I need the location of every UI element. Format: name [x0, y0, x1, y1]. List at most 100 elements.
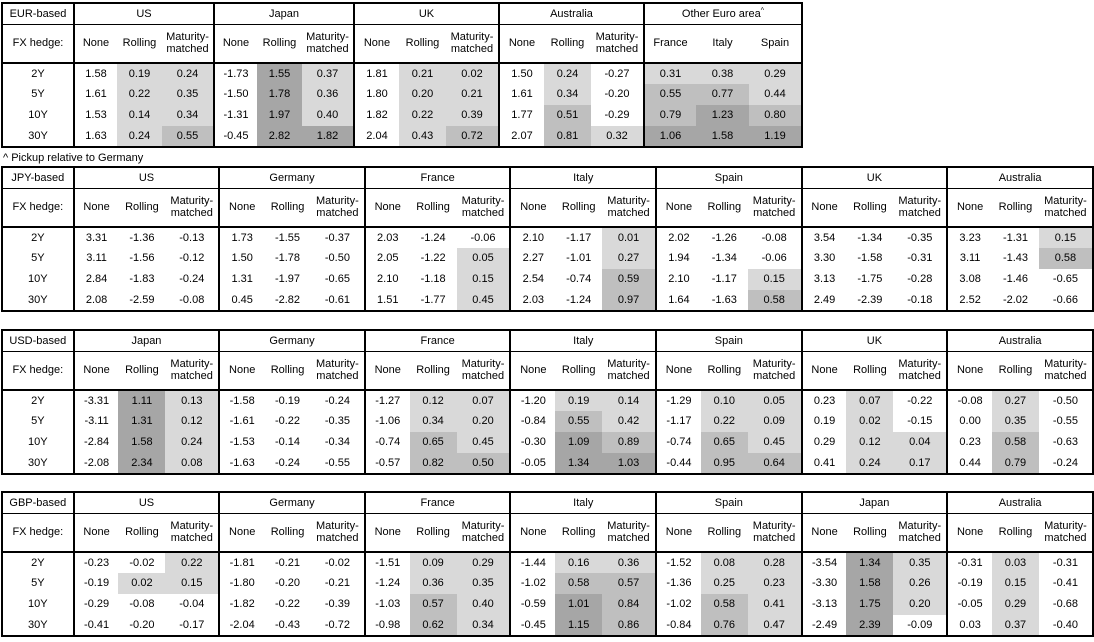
- value-cell: 0.24: [117, 126, 162, 147]
- value-cell: -1.58: [857, 252, 883, 265]
- data-row: 30Y -2.08 2.34 0.08 -1.63 -0.24 -0.55 -0.57 0.82…: [2, 453, 1093, 474]
- value-cell: -0.84: [509, 411, 556, 432]
- value-cell: -0.20: [274, 577, 301, 590]
- subheader-row: FX hedge: None Rolling Maturity-matched None…: [2, 188, 1093, 228]
- data-row: 5Y -0.19 0.02 0.15 -1.80 -0.20 -0.21 -1.24 0.36 0…: [2, 573, 1093, 594]
- value-cell: -1.26: [711, 231, 737, 244]
- subheader: Maturity-matched: [162, 24, 214, 64]
- value-cell: -0.08: [179, 293, 205, 306]
- subheader-row: FX hedge: None Rolling Maturity-matched None…: [2, 513, 1093, 553]
- value-cell: -1.24: [566, 293, 592, 306]
- value-cell: 0.55: [643, 84, 696, 105]
- value-cell: 0.03: [992, 552, 1039, 573]
- value-cell: 0.28: [747, 552, 802, 573]
- value-cell: 1.34: [555, 453, 603, 474]
- value-cell: 0.40: [302, 105, 354, 126]
- country-header: UK: [353, 3, 499, 25]
- fx-hedge-label: FX hedge:: [2, 188, 75, 228]
- value-cell: 0.27: [602, 248, 657, 269]
- value-cell: 0.07: [456, 390, 511, 411]
- subheader: Maturity-matched: [602, 351, 657, 391]
- subheader: None: [800, 188, 847, 228]
- country-header: Italy: [509, 492, 657, 514]
- value-cell: 0.00: [946, 411, 993, 432]
- value-cell: 0.35: [893, 552, 948, 573]
- value-cell: 2.34: [118, 453, 166, 474]
- value-cell: 3.11: [946, 248, 993, 269]
- value-cell: 0.12: [165, 411, 220, 432]
- subheader: Maturity-matched: [602, 188, 657, 228]
- country-header: Spain: [655, 492, 802, 514]
- footnote-marker: ^: [760, 6, 765, 14]
- subheader: None: [946, 188, 993, 228]
- value-cell: 3.23: [946, 227, 993, 248]
- value-cell: 0.45: [456, 290, 511, 311]
- value-cell: 0.84: [602, 594, 657, 615]
- subheader-row: FX hedge: None Rolling Maturity-matched None…: [2, 24, 802, 64]
- value-cell: 1.50: [218, 248, 265, 269]
- subheader: Maturity-matched: [602, 513, 657, 553]
- data-row: 2Y 3.31 -1.36 -0.13 1.73 -1.55 -0.37 2.03 -1.24 -…: [2, 227, 1093, 248]
- value-cell: -1.55: [274, 231, 301, 244]
- value-cell: 0.16: [555, 552, 603, 573]
- value-cell: 0.35: [456, 573, 511, 594]
- value-cell: -1.51: [363, 552, 410, 573]
- value-cell: 1.23: [696, 105, 749, 126]
- subheader: None: [498, 24, 544, 64]
- subheader: None: [363, 188, 410, 228]
- value-cell: 3.11: [72, 248, 119, 269]
- value-cell: 0.58: [992, 432, 1039, 453]
- value-cell: -0.09: [907, 618, 933, 631]
- subheader: Rolling: [118, 351, 166, 391]
- subheader: None: [655, 188, 701, 228]
- value-cell: -1.46: [1002, 273, 1029, 286]
- value-cell: -1.06: [363, 411, 410, 432]
- value-cell: 0.45: [747, 432, 802, 453]
- tenor-label: 5Y: [2, 84, 75, 105]
- subheader: None: [213, 24, 257, 64]
- value-cell: 1.58: [846, 573, 894, 594]
- value-cell: -0.72: [324, 618, 350, 631]
- subheader: Rolling: [264, 513, 311, 553]
- data-row: 5Y -3.11 1.31 0.12 -1.61 -0.22 -0.35 -1.06 0.34 0…: [2, 411, 1093, 432]
- value-cell: 0.97: [602, 290, 657, 311]
- subheader: Rolling: [846, 351, 894, 391]
- value-cell: 3.13: [800, 269, 847, 290]
- value-cell: -1.80: [218, 573, 265, 594]
- subheader: Italy: [696, 24, 749, 64]
- value-cell: -0.44: [655, 453, 701, 474]
- value-cell: 0.34: [409, 411, 457, 432]
- value-cell: 0.58: [1038, 248, 1093, 269]
- value-cell: 0.57: [409, 594, 457, 615]
- country-header: Italy: [509, 167, 657, 189]
- value-cell: -0.45: [213, 126, 257, 147]
- value-cell: 0.65: [700, 432, 748, 453]
- tenor-label: 10Y: [2, 594, 75, 615]
- value-cell: -0.35: [907, 231, 933, 244]
- value-cell: 1.94: [655, 248, 701, 269]
- country-header: Germany: [218, 492, 365, 514]
- country-header: UK: [800, 330, 948, 352]
- table-eur-based: EUR-based US Japan UK Australia Other Euro ar…: [1, 2, 803, 148]
- value-cell: 0.34: [456, 615, 511, 636]
- tenor-label: 2Y: [2, 390, 75, 411]
- country-header: Australia: [946, 167, 1093, 189]
- value-cell: 0.58: [700, 594, 748, 615]
- value-cell: -0.27: [604, 67, 630, 80]
- subheader: Maturity-matched: [165, 513, 220, 553]
- value-cell: 0.36: [602, 552, 657, 573]
- value-cell: -0.02: [129, 556, 155, 569]
- value-cell: 0.12: [846, 432, 894, 453]
- value-cell: 0.19: [800, 411, 847, 432]
- value-cell: 0.24: [162, 63, 214, 84]
- value-cell: 0.08: [165, 453, 220, 474]
- value-cell: -1.36: [655, 573, 701, 594]
- value-cell: 0.40: [456, 594, 511, 615]
- value-cell: 0.50: [456, 453, 511, 474]
- country-header: UK: [800, 167, 948, 189]
- value-cell: -0.20: [604, 88, 630, 101]
- subheader: Maturity-matched: [1038, 188, 1093, 228]
- value-cell: 0.01: [602, 227, 657, 248]
- value-cell: 0.89: [602, 432, 657, 453]
- value-cell: 0.09: [409, 552, 457, 573]
